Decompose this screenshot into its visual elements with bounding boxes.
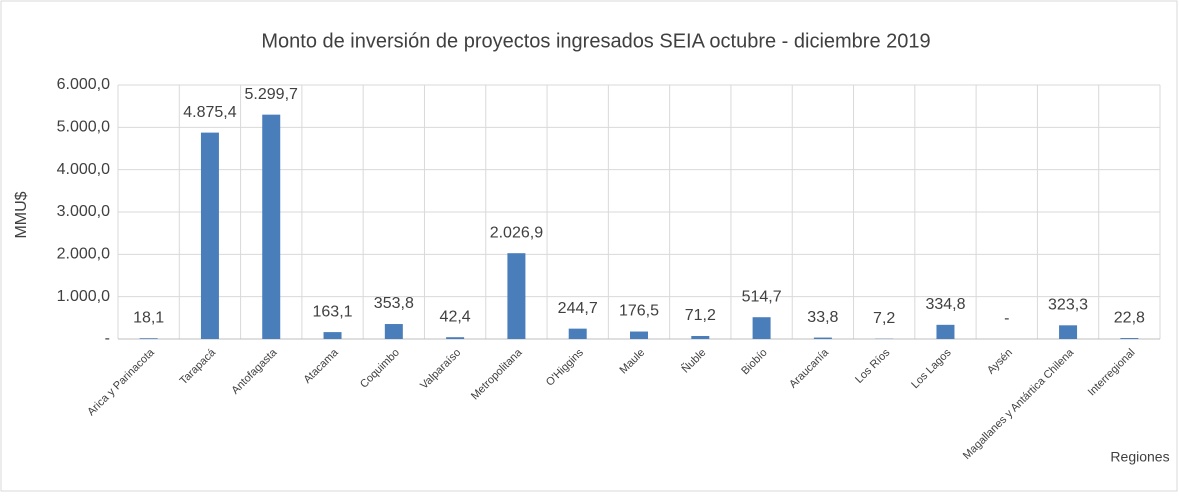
bar [324, 332, 342, 339]
value-label: - [1004, 310, 1009, 327]
value-label: 5.299,7 [245, 86, 298, 103]
value-label: 2.026,9 [490, 224, 543, 241]
bar [569, 329, 587, 339]
x-axis-label: Regiones [1110, 449, 1169, 465]
bar [446, 337, 464, 339]
bar [140, 338, 158, 339]
bar [630, 332, 648, 339]
y-tick-label: 3.000,0 [57, 203, 110, 220]
bar [507, 253, 525, 339]
y-tick-label: 4.000,0 [57, 161, 110, 178]
value-label: 4.875,4 [183, 104, 236, 121]
bar [385, 324, 403, 339]
value-label: 18,1 [133, 309, 164, 326]
value-label: 334,8 [925, 296, 965, 313]
y-tick-label: 6.000,0 [57, 76, 110, 93]
bar [201, 133, 219, 339]
y-tick-label: 1.000,0 [57, 288, 110, 305]
y-tick-label: 5.000,0 [57, 119, 110, 136]
y-axis-label: MMU$ [13, 191, 30, 238]
bar [262, 115, 280, 339]
bar [936, 325, 954, 339]
y-tick-label: - [105, 330, 110, 347]
value-label: 33,8 [807, 309, 838, 326]
value-label: 71,2 [685, 307, 716, 324]
bar [814, 338, 832, 339]
value-label: 42,4 [440, 308, 471, 325]
value-label: 244,7 [558, 300, 598, 317]
value-label: 176,5 [619, 303, 659, 320]
value-label: 22,8 [1114, 309, 1145, 326]
bar [1120, 338, 1138, 339]
bar [1059, 325, 1077, 339]
value-label: 7,2 [873, 310, 895, 327]
bar [753, 317, 771, 339]
value-label: 323,3 [1048, 297, 1088, 314]
value-label: 353,8 [374, 295, 414, 312]
chart-title: Monto de inversión de proyectos ingresad… [261, 30, 930, 52]
value-label: 514,7 [742, 288, 782, 305]
y-tick-label: 2.000,0 [57, 246, 110, 263]
value-label: 163,1 [313, 303, 353, 320]
bar [691, 336, 709, 339]
